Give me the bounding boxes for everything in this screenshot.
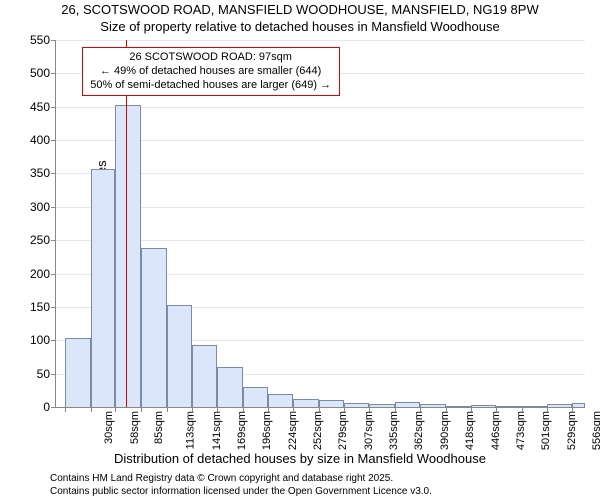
annotation-line: 26 SCOTSWOOD ROAD: 97sqm [89, 50, 333, 64]
x-tick-label: 418sqm [464, 411, 476, 450]
histogram-bar [369, 404, 395, 407]
y-tick [51, 307, 56, 308]
y-tick [51, 407, 56, 408]
histogram-bar [547, 404, 573, 407]
x-tick [65, 407, 66, 412]
gridline [56, 40, 585, 41]
x-tick-label: 362sqm [413, 411, 425, 450]
x-tick [420, 407, 421, 412]
x-tick [268, 407, 269, 412]
histogram-bar [572, 403, 585, 407]
annotation-line: ← 49% of detached houses are smaller (64… [89, 64, 333, 78]
y-tick [51, 274, 56, 275]
histogram-bar [217, 367, 243, 407]
x-tick-label: 30sqm [103, 411, 115, 444]
x-tick [293, 407, 294, 412]
y-tick-label: 100 [30, 333, 50, 347]
histogram-bar [141, 248, 167, 407]
histogram-bar [395, 402, 421, 407]
credits-line2: Contains public sector information licen… [50, 486, 600, 499]
chart-title-line1: 26, SCOTSWOOD ROAD, MANSFIELD WOODHOUSE,… [0, 2, 600, 17]
y-tick-label: 350 [30, 166, 50, 180]
x-tick-label: 252sqm [312, 411, 324, 450]
y-tick-label: 500 [30, 66, 50, 80]
histogram-bar [268, 394, 293, 407]
x-tick [446, 407, 447, 412]
x-tick-label: 224sqm [287, 411, 299, 450]
x-tick-label: 390sqm [439, 411, 451, 450]
x-axis-label: Distribution of detached houses by size … [0, 451, 600, 466]
x-tick [572, 407, 573, 412]
histogram-bar [420, 404, 446, 407]
y-tick-label: 50 [37, 367, 50, 381]
plot-area: 05010015020025030035040045050055030sqm58… [55, 40, 585, 408]
histogram-bar [446, 406, 471, 407]
x-tick-label: 141sqm [211, 411, 223, 450]
x-tick [192, 407, 193, 412]
x-tick [471, 407, 472, 412]
histogram-bar [192, 345, 217, 407]
x-tick-label: 196sqm [261, 411, 273, 450]
histogram-bar [167, 305, 193, 407]
x-tick-label: 335sqm [388, 411, 400, 450]
histogram-bar [471, 405, 497, 407]
annotation-line: 50% of semi-detached houses are larger (… [89, 78, 333, 92]
histogram-bar [91, 169, 116, 407]
histogram-bar [522, 406, 547, 407]
y-tick-label: 200 [30, 267, 50, 281]
histogram-bar [319, 400, 345, 407]
x-tick-label: 279sqm [337, 411, 349, 450]
y-tick [51, 73, 56, 74]
y-tick-label: 0 [43, 400, 50, 414]
y-tick-label: 450 [30, 100, 50, 114]
y-tick [51, 374, 56, 375]
x-tick-label: 113sqm [184, 411, 196, 449]
x-tick-label: 473sqm [515, 411, 527, 450]
x-tick-label: 85sqm [154, 411, 166, 444]
annotation-box: 26 SCOTSWOOD ROAD: 97sqm← 49% of detache… [82, 47, 340, 96]
x-tick-label: 169sqm [237, 411, 249, 450]
x-tick-label: 446sqm [490, 411, 502, 450]
x-tick-label: 58sqm [129, 411, 141, 444]
y-tick [51, 40, 56, 41]
x-tick [344, 407, 345, 412]
y-tick-label: 300 [30, 200, 50, 214]
credits-line1: Contains HM Land Registry data © Crown c… [50, 473, 600, 486]
y-tick [51, 340, 56, 341]
histogram-bar [344, 403, 369, 407]
y-tick [51, 140, 56, 141]
x-tick [319, 407, 320, 412]
x-tick-label: 556sqm [591, 411, 600, 450]
histogram-bar [65, 338, 91, 407]
chart-title-line2: Size of property relative to detached ho… [0, 19, 600, 34]
histogram-bar [293, 399, 319, 407]
y-tick [51, 107, 56, 108]
x-tick [369, 407, 370, 412]
x-tick [522, 407, 523, 412]
y-tick [51, 240, 56, 241]
y-tick-label: 250 [30, 233, 50, 247]
x-tick-label: 501sqm [540, 411, 552, 450]
x-tick [141, 407, 142, 412]
x-tick [115, 407, 116, 412]
credits: Contains HM Land Registry data © Crown c… [50, 473, 600, 498]
y-tick [51, 207, 56, 208]
x-tick [496, 407, 497, 412]
histogram-bar [115, 105, 141, 407]
y-tick-label: 150 [30, 300, 50, 314]
y-tick-label: 400 [30, 133, 50, 147]
histogram-bar [243, 387, 269, 407]
x-tick [91, 407, 92, 412]
y-tick-label: 550 [30, 33, 50, 47]
x-tick [547, 407, 548, 412]
x-tick-label: 529sqm [566, 411, 578, 450]
x-tick [167, 407, 168, 412]
x-tick [395, 407, 396, 412]
histogram-bar [496, 406, 522, 407]
x-tick [243, 407, 244, 412]
y-tick [51, 173, 56, 174]
x-tick-label: 307sqm [363, 411, 375, 450]
x-tick [217, 407, 218, 412]
